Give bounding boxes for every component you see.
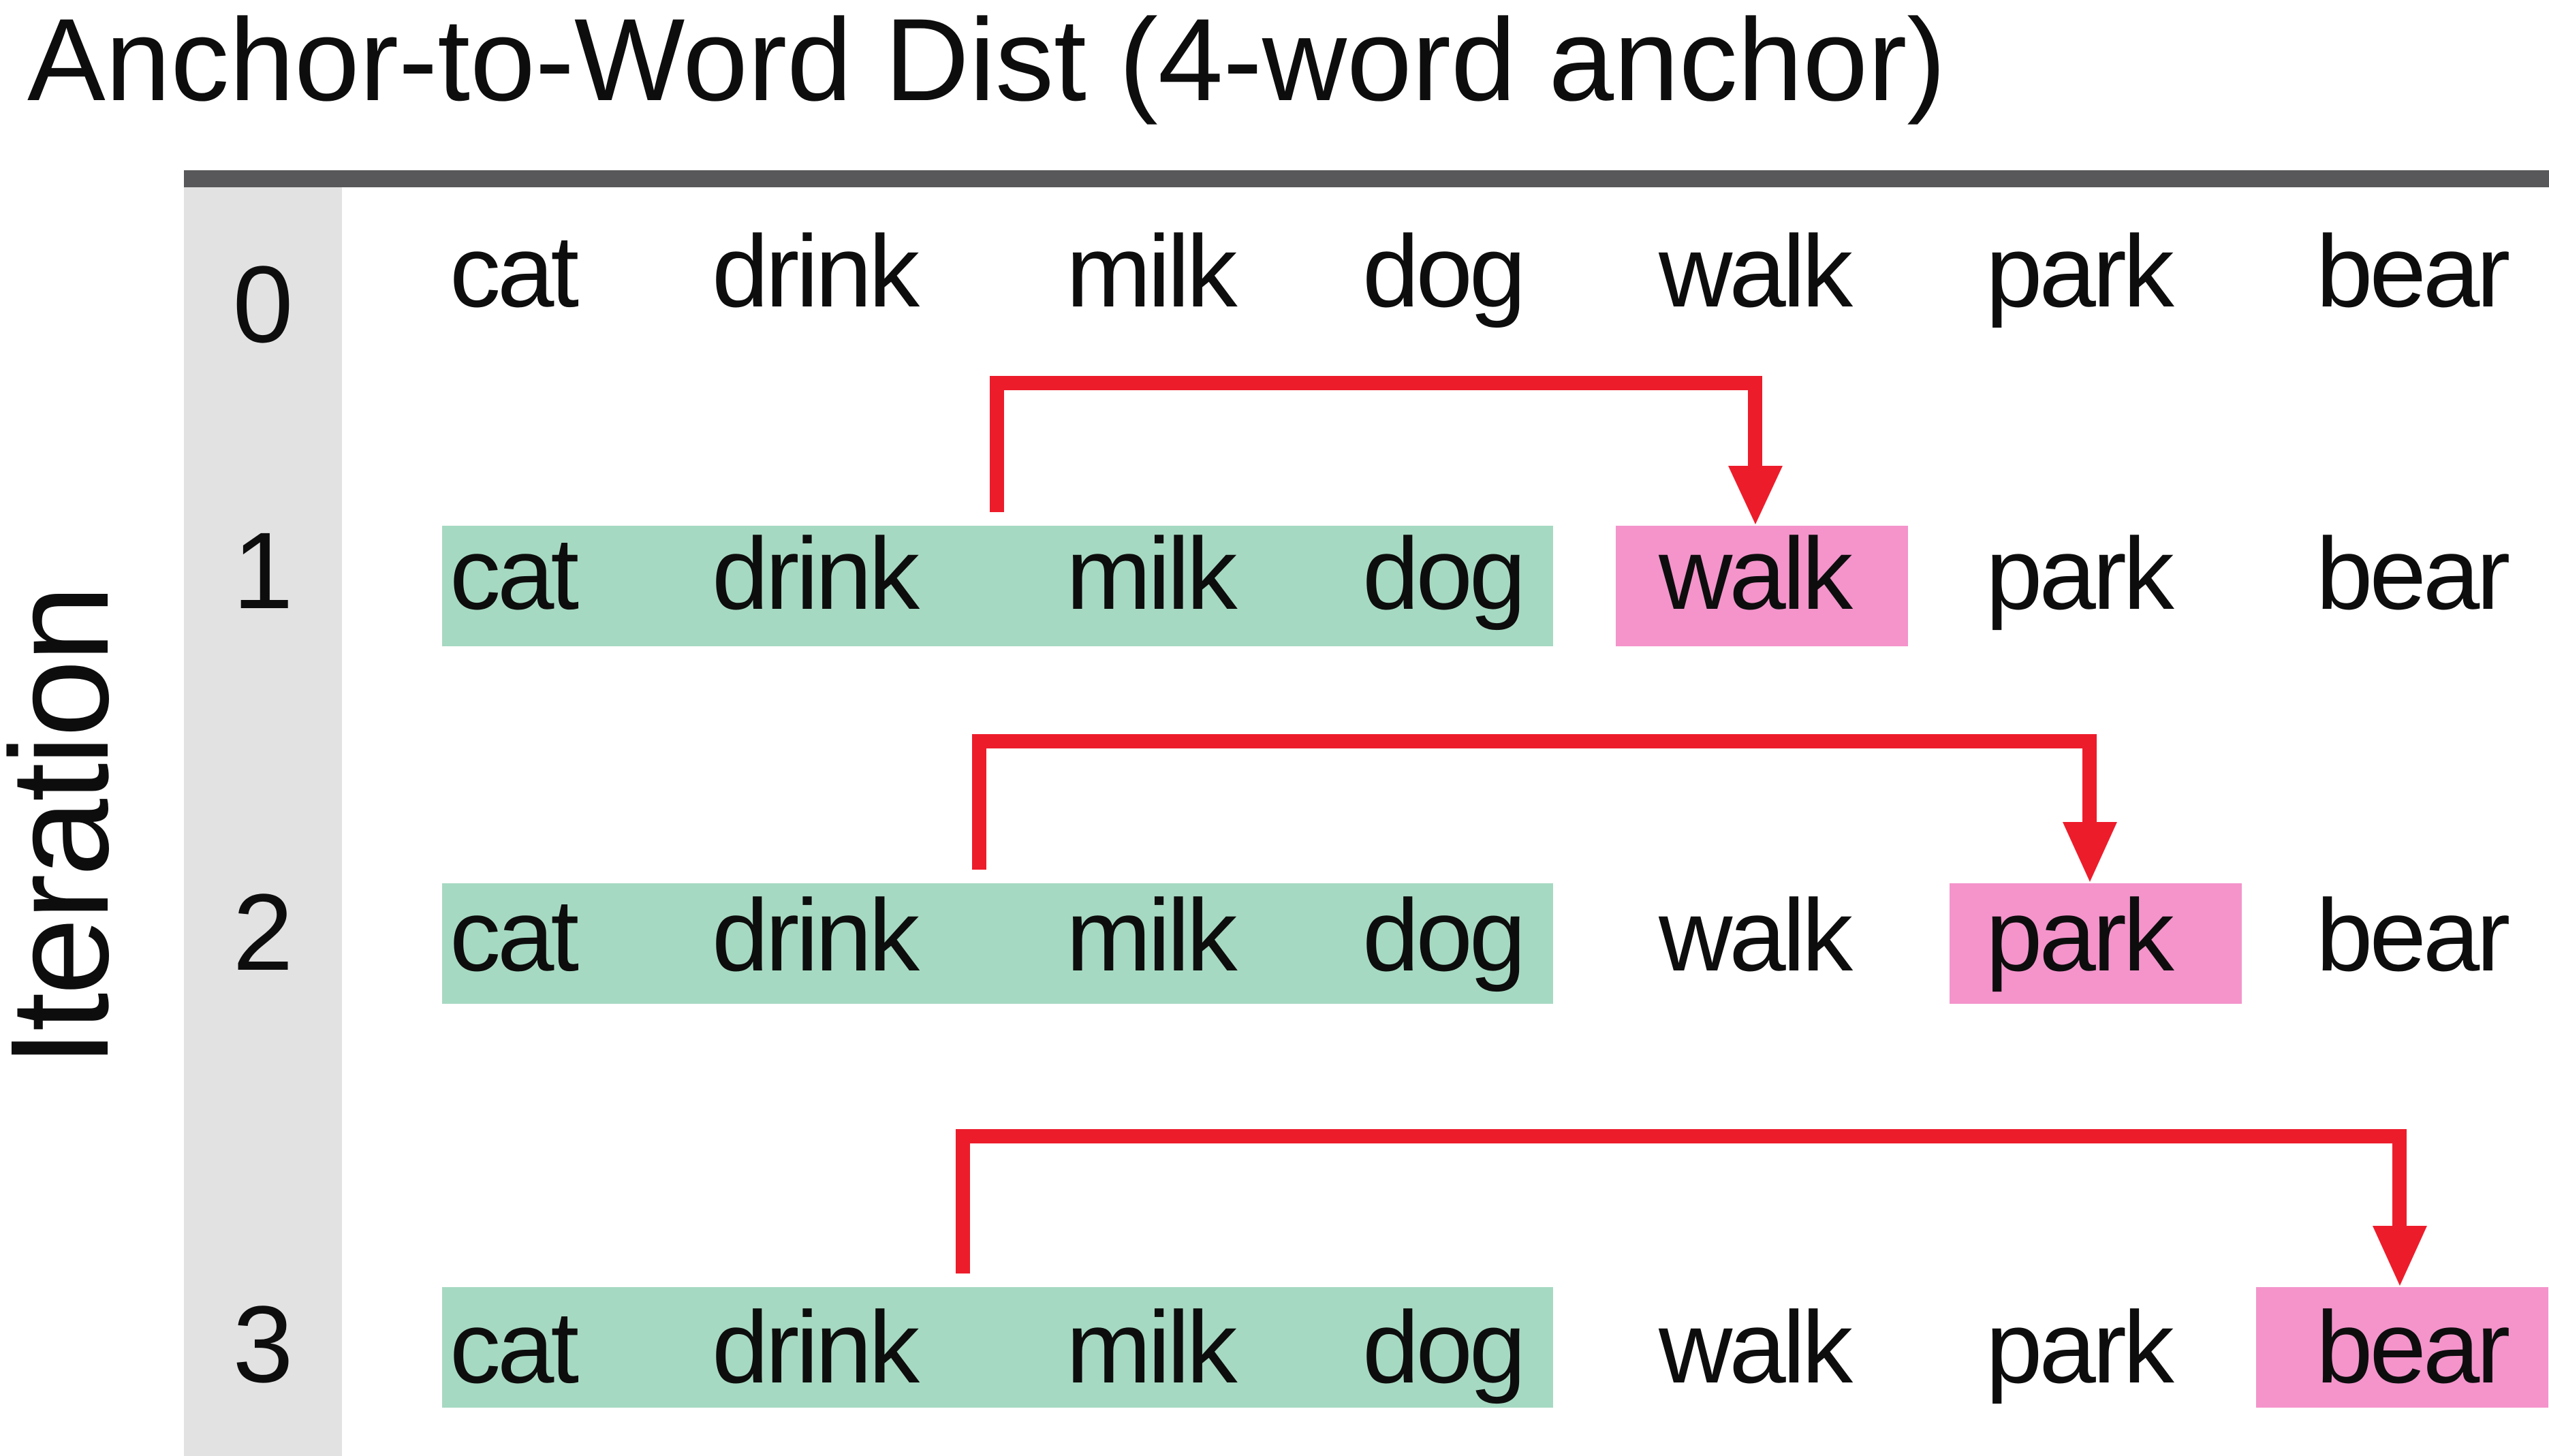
word-label: milk [1066,214,1238,328]
arrowhead-park [2063,822,2117,882]
word-label: bear [2316,878,2510,992]
word-label: dog [1362,1290,1526,1404]
word-label: drink [712,516,920,631]
iteration-number-0: 0 [232,243,294,365]
target-highlight-bear [2256,1287,2548,1408]
iteration-number-1: 1 [232,509,294,631]
arrow-row2-anchor-to-park [972,734,2117,882]
word-label: drink [712,1290,920,1404]
figure-title: Anchor-to-Word Dist (4-word anchor) [27,0,1946,125]
anchor-highlight-row3 [442,1287,1553,1408]
word-label: bear [2316,214,2510,328]
word-label: walk [1659,1290,1853,1404]
iteration-number-3: 3 [232,1283,294,1405]
iteration-axis-column [184,187,342,1456]
word-label: park [1986,878,2174,992]
word-label: milk [1066,1290,1238,1404]
word-label: drink [712,878,920,992]
anchor-highlight-row1 [442,526,1553,646]
word-label: dog [1362,878,1526,992]
word-label: dog [1362,516,1526,631]
iteration-number-2: 2 [232,871,294,993]
word-label: milk [1066,878,1238,992]
word-label: dog [1362,214,1526,328]
word-label: cat [450,1290,579,1404]
word-label: cat [450,878,579,992]
word-label: walk [1659,516,1853,631]
word-label: park [1986,214,2174,328]
arrow-row1-anchor-to-walk [990,376,1783,524]
word-label: walk [1659,878,1853,992]
arrowhead-bear [2373,1226,2427,1286]
word-label: walk [1659,214,1853,328]
word-label: milk [1066,516,1238,631]
arrowhead-walk [1728,466,1783,524]
word-label: drink [712,214,920,328]
arrow-row3-anchor-to-bear [956,1129,2427,1286]
word-label: cat [450,516,579,631]
word-label: cat [450,214,579,328]
anchor-highlight-row2 [442,883,1553,1004]
word-label: bear [2316,516,2510,631]
target-highlight-park [1950,883,2242,1004]
axis-top-rule [184,170,2549,187]
word-label: park [1986,1290,2174,1404]
word-label: bear [2316,1290,2510,1404]
word-label: park [1986,516,2174,631]
target-highlight-walk [1616,526,1908,646]
